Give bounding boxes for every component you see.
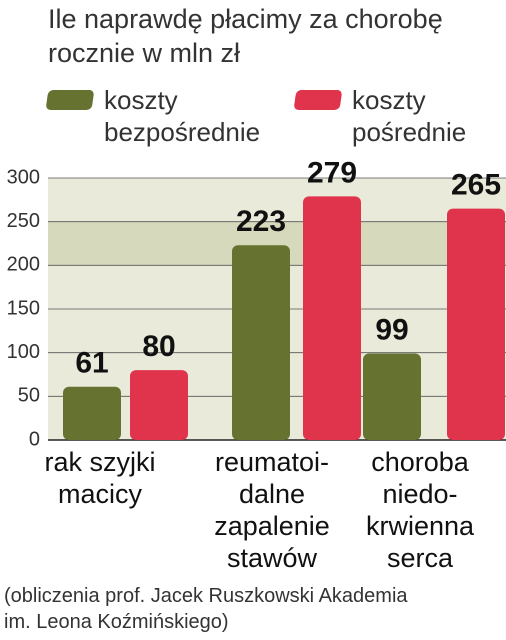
legend-label: koszty bezpośrednie [104, 85, 261, 147]
x-tick-label: reumatoi- dalne zapalenie stawów [214, 447, 330, 573]
y-tick-label: 0 [29, 428, 40, 450]
footnote: (obliczenia prof. Jacek Ruszkowski Akade… [4, 585, 408, 633]
x-tick-label: rak szyjki macicy [44, 447, 156, 509]
value-label: 279 [307, 156, 357, 189]
value-label: 223 [236, 205, 286, 238]
value-label: 99 [375, 313, 408, 346]
legend-label: koszty pośrednie [352, 85, 467, 147]
y-tick-label: 300 [7, 166, 40, 188]
bar [63, 386, 121, 440]
bar [447, 208, 505, 440]
x-tick-label: choroba niedo- krwienna serca [365, 447, 475, 573]
y-tick-label: 150 [7, 297, 40, 319]
value-label: 265 [451, 168, 501, 201]
y-tick-label: 50 [18, 385, 40, 407]
value-label: 61 [75, 347, 108, 380]
y-tick-label: 100 [7, 341, 40, 363]
bar [303, 196, 361, 440]
y-tick-label: 250 [7, 210, 40, 232]
y-tick-label: 200 [7, 254, 40, 276]
legend-swatch [46, 90, 94, 110]
value-label: 80 [142, 330, 175, 363]
bar [130, 370, 188, 440]
legend-swatch [294, 90, 342, 110]
bar [363, 353, 421, 440]
chart-title: Ile naprawdę płacimy za chorobę rocznie … [48, 4, 443, 68]
bar [232, 245, 290, 440]
